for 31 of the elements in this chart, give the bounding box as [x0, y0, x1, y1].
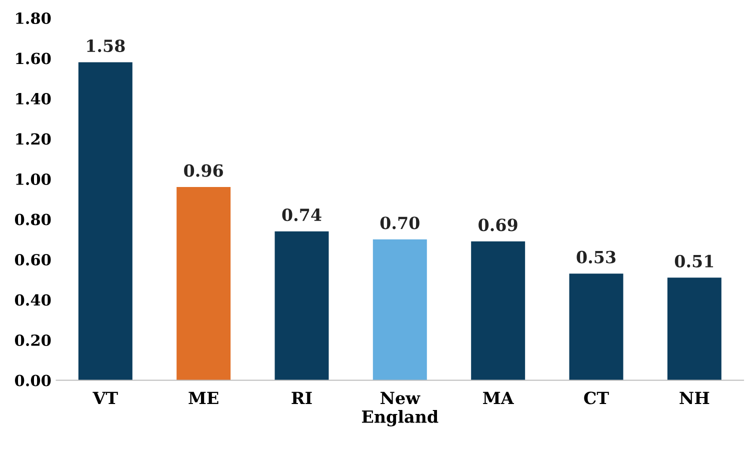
data-label: 0.53	[576, 250, 616, 264]
y-tick-label: 1.80	[16, 12, 51, 24]
bar	[667, 278, 722, 380]
data-label: 0.70	[380, 216, 420, 230]
x-tick-label: New England	[362, 392, 438, 426]
y-tick-label: 0.80	[14, 214, 51, 226]
bar	[372, 239, 427, 380]
x-tick-label: RI	[292, 392, 312, 404]
bar	[176, 187, 231, 380]
bar	[569, 274, 624, 380]
y-tick-label: 1.40	[16, 92, 51, 105]
y-tick-label: 0.00	[14, 374, 51, 386]
bar	[78, 62, 132, 380]
x-tick-label: CT	[584, 392, 609, 404]
y-tick-label: 1.20	[16, 133, 51, 145]
y-tick-label: 0.60	[14, 254, 51, 266]
bar	[471, 241, 526, 380]
x-tick-label: ME	[188, 392, 218, 404]
data-label: 0.69	[478, 218, 518, 232]
y-tick-label: 0.20	[14, 334, 51, 346]
x-tick-label: MA	[483, 392, 514, 404]
data-label: 0.51	[674, 254, 714, 268]
y-tick-label: 1.60	[16, 52, 51, 64]
data-label: 0.74	[282, 208, 322, 222]
y-tick-label: 0.40	[14, 294, 51, 306]
y-tick-label: 1.00	[16, 173, 51, 186]
bar	[274, 231, 329, 380]
x-tick-label: VT	[92, 392, 118, 404]
data-label: 1.58	[87, 39, 125, 52]
x-tick-label: NH	[680, 392, 710, 404]
data-label: 0.96	[184, 164, 223, 177]
